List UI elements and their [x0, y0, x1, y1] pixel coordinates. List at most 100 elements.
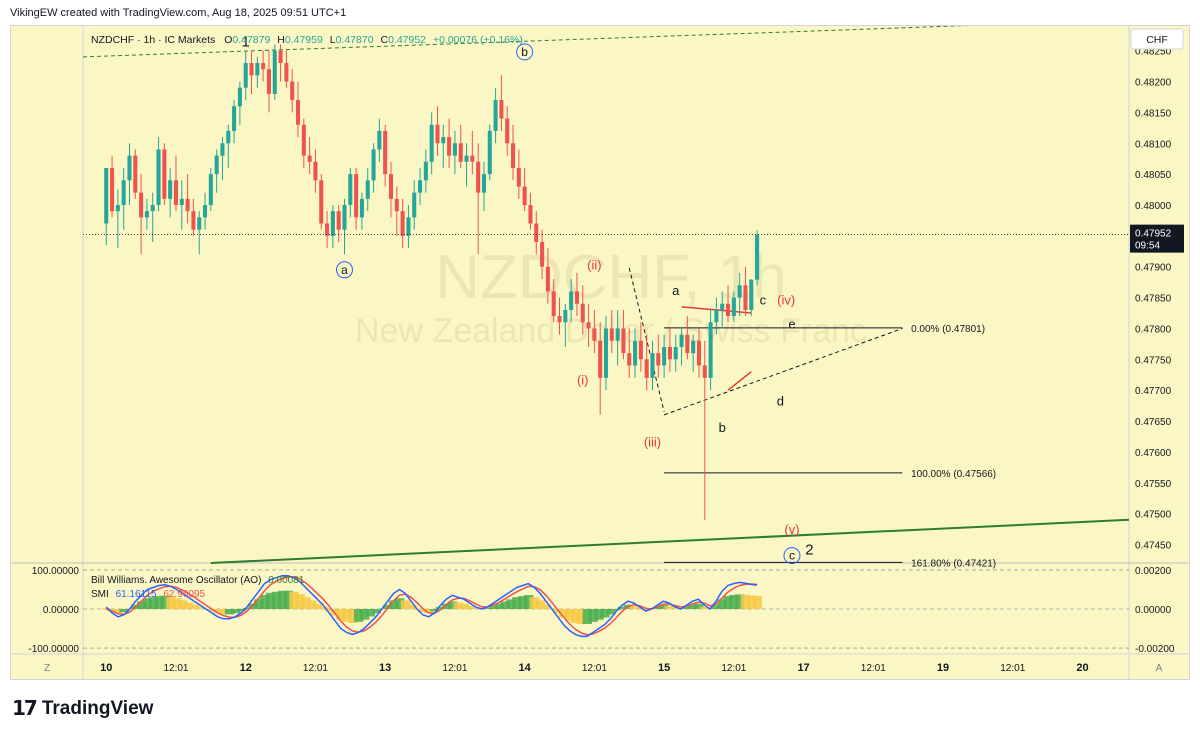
wave-label: c [760, 292, 767, 307]
candle-body [551, 291, 556, 317]
ao-histogram-bar [600, 609, 610, 618]
candle-body [418, 180, 423, 193]
candle-body [249, 63, 254, 76]
price-tick-label: 0.48150 [1135, 108, 1172, 119]
wave-label: a [341, 263, 348, 277]
ao-histogram-bar [289, 591, 299, 609]
ao-histogram-bar [324, 609, 335, 612]
candle-body [545, 266, 550, 292]
ao-histogram-bar [658, 604, 669, 609]
ao-histogram-bar [260, 595, 270, 609]
candle-body [214, 155, 219, 175]
ao-histogram-bar [570, 609, 581, 623]
candle-body [528, 205, 533, 224]
candle-body [603, 328, 609, 378]
candle-body [383, 130, 388, 175]
candle-body [557, 316, 562, 323]
candle-body [586, 322, 591, 329]
candle-body [173, 180, 179, 205]
candle-body [139, 192, 144, 218]
oscillator-pane [83, 569, 1129, 649]
wave-label: c [789, 549, 795, 563]
candle-body [354, 174, 359, 218]
osc-left-tick: 0.00000 [43, 605, 80, 616]
ao-histogram-bar [494, 603, 505, 609]
candle-body [330, 211, 335, 236]
candle-body [644, 359, 649, 378]
candle-body [522, 186, 527, 205]
ao-histogram-bar [183, 602, 194, 609]
ao-histogram-bar [236, 609, 247, 612]
corner-label-left[interactable]: Z [44, 663, 50, 674]
ao-histogram-bar [482, 607, 493, 609]
price-tick-label: 0.48250 [1135, 47, 1172, 58]
ao-histogram-bar [606, 609, 616, 615]
ao-histogram-bar [136, 601, 147, 609]
corner-label-right[interactable]: A [1156, 663, 1163, 674]
wave-label: b [719, 420, 726, 435]
currency-box[interactable] [1130, 28, 1184, 50]
ao-histogram-bar [242, 607, 252, 609]
attribution-text: VikingEW created with TradingView.com, A… [10, 7, 347, 19]
chart-svg[interactable]: NZDCHF, 1h New Zealand Dollar / Swiss Fr… [11, 19, 1189, 679]
candle-body [598, 340, 603, 378]
candle-body [406, 217, 411, 236]
candle-body [609, 328, 614, 341]
current-price-value: 0.47952 [1135, 229, 1172, 240]
ao-histogram-bar [611, 609, 622, 611]
fib-level-label: 100.00% (0.47566) [911, 469, 996, 480]
ao-histogram-bar [453, 602, 464, 609]
ao-legend: Bill Williams. Awesome Oscillator (AO) 0… [91, 575, 305, 586]
low-value: 0.47870 [336, 34, 374, 46]
candle-body [394, 198, 399, 212]
candle-body [656, 353, 661, 366]
candle-body [388, 174, 394, 199]
smi-legend: SMI 61.16115 62.96095 [91, 589, 205, 600]
ao-histogram-bar [488, 605, 499, 609]
chart-frame[interactable]: NZDCHF, 1h New Zealand Dollar / Swiss Fr… [10, 19, 1190, 680]
ao-histogram-bar [564, 609, 575, 621]
smi-value-1: 61.16115 [116, 589, 157, 600]
ao-histogram-bar [406, 604, 417, 609]
ao-histogram-bar [207, 609, 217, 612]
ao-histogram-bar [265, 592, 276, 609]
smi-title: SMI [91, 589, 109, 600]
candle-body [319, 180, 324, 224]
candle-body [336, 211, 341, 230]
candle-body [737, 285, 742, 298]
ao-histogram-bar [664, 605, 675, 609]
ao-histogram-bar [746, 595, 757, 609]
ao-histogram-bar [541, 604, 552, 609]
candle-body [627, 353, 632, 366]
ao-histogram-bar [535, 600, 546, 609]
candle-body [725, 303, 731, 317]
candle-body [232, 106, 237, 131]
wave-label: (v) [784, 522, 799, 537]
wave-label: a [672, 283, 680, 298]
candle-body [493, 100, 498, 131]
ao-histogram-bar [277, 590, 288, 609]
candle-body [534, 223, 539, 243]
candle-body [540, 242, 545, 267]
price-tick-label: 0.47800 [1135, 324, 1172, 335]
candle-body [650, 353, 655, 378]
ao-histogram-bar [160, 595, 170, 609]
candle-body [580, 303, 585, 323]
candle-body [220, 143, 225, 156]
tradingview-logo[interactable]: 𝟭𝟳 TradingView [12, 696, 153, 721]
ao-histogram-bar [312, 603, 323, 609]
candle-body [720, 303, 725, 310]
candle-body [638, 340, 643, 360]
candle-body [104, 167, 109, 224]
ao-histogram-bar [224, 609, 235, 615]
candle-body [185, 198, 190, 212]
wave-label: b [521, 45, 528, 59]
ao-histogram-bar [652, 606, 663, 609]
wave-label-circle [516, 43, 534, 61]
ao-histogram-bar [107, 609, 118, 612]
ao-histogram-bar [617, 606, 628, 609]
ao-histogram-bar [512, 597, 522, 609]
ao-histogram-bar [447, 601, 458, 609]
ao-histogram-bar [219, 609, 229, 615]
candle-body [441, 137, 446, 144]
